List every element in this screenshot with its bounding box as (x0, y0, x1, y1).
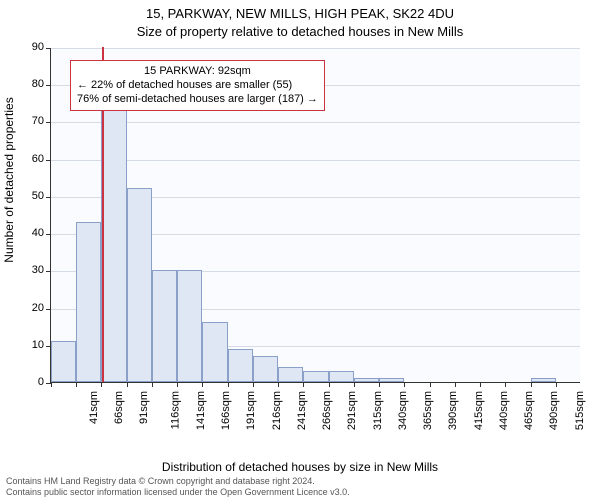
y-tick-label: 10 (14, 339, 44, 351)
x-tick (480, 382, 481, 387)
x-tick (152, 382, 153, 387)
property-callout: 15 PARKWAY: 92sqm← 22% of detached house… (70, 60, 325, 111)
x-tick-label: 141sqm (195, 391, 207, 430)
x-tick-label: 415sqm (473, 391, 485, 430)
bar (303, 371, 328, 382)
y-tick-label: 90 (14, 41, 44, 53)
x-tick (177, 382, 178, 387)
x-tick-label: 191sqm (246, 391, 258, 430)
x-tick-label: 465sqm (523, 391, 535, 430)
x-tick (127, 382, 128, 387)
y-tick-label: 0 (14, 376, 44, 388)
x-tick-label: 66sqm (113, 391, 125, 424)
bar (202, 322, 227, 382)
y-tick (46, 85, 51, 86)
y-tick-label: 50 (14, 190, 44, 202)
x-tick-label: 315sqm (372, 391, 384, 430)
chart-root: { "title_line1": "15, PARKWAY, NEW MILLS… (0, 0, 600, 500)
x-axis-label: Distribution of detached houses by size … (0, 460, 600, 474)
x-tick (556, 382, 557, 387)
callout-line: 15 PARKWAY: 92sqm (77, 65, 318, 79)
x-tick-label: 241sqm (296, 391, 308, 430)
callout-line: 76% of semi-detached houses are larger (… (77, 93, 318, 107)
x-tick (76, 382, 77, 387)
bar (278, 367, 303, 382)
bar (152, 270, 177, 382)
x-tick-label: 490sqm (548, 391, 560, 430)
bar (76, 222, 101, 382)
gridline (51, 122, 580, 123)
x-tick-label: 266sqm (321, 391, 333, 430)
x-tick (354, 382, 355, 387)
x-tick-label: 365sqm (422, 391, 434, 430)
bar (177, 270, 202, 382)
x-tick (101, 382, 102, 387)
x-tick (430, 382, 431, 387)
x-tick-label: 515sqm (574, 391, 586, 430)
x-tick-label: 116sqm (169, 391, 181, 429)
x-tick (404, 382, 405, 387)
x-tick-label: 390sqm (447, 391, 459, 430)
bar (228, 349, 253, 383)
y-tick-label: 20 (14, 302, 44, 314)
x-tick (379, 382, 380, 387)
chart-title-subtitle: Size of property relative to detached ho… (0, 24, 600, 39)
bar (101, 73, 126, 382)
y-tick (46, 160, 51, 161)
bar (379, 378, 404, 382)
x-tick-label: 41sqm (88, 391, 100, 424)
y-tick-label: 70 (14, 115, 44, 127)
y-tick (46, 309, 51, 310)
x-tick (455, 382, 456, 387)
x-tick (303, 382, 304, 387)
attribution-footer: Contains HM Land Registry data © Crown c… (6, 476, 350, 498)
y-tick (46, 234, 51, 235)
x-tick (51, 382, 52, 387)
x-tick-label: 91sqm (139, 391, 151, 424)
callout-line: ← 22% of detached houses are smaller (55… (77, 79, 318, 93)
y-tick-label: 80 (14, 78, 44, 90)
x-tick-label: 340sqm (397, 391, 409, 430)
x-tick-label: 166sqm (220, 391, 232, 430)
bar (329, 371, 354, 382)
gridline (51, 160, 580, 161)
x-tick-label: 440sqm (498, 391, 510, 430)
x-tick (228, 382, 229, 387)
x-tick (253, 382, 254, 387)
footer-line-1: Contains HM Land Registry data © Crown c… (6, 476, 350, 487)
y-tick (46, 48, 51, 49)
gridline (51, 48, 580, 49)
x-tick-label: 291sqm (347, 391, 359, 430)
x-tick-label: 216sqm (271, 391, 283, 430)
y-tick (46, 271, 51, 272)
y-tick (46, 197, 51, 198)
y-tick-label: 40 (14, 227, 44, 239)
x-tick (329, 382, 330, 387)
x-tick (505, 382, 506, 387)
bar (531, 378, 556, 382)
chart-title-address: 15, PARKWAY, NEW MILLS, HIGH PEAK, SK22 … (0, 6, 600, 21)
x-tick (278, 382, 279, 387)
bar (127, 188, 152, 382)
y-tick-label: 60 (14, 153, 44, 165)
x-tick (531, 382, 532, 387)
bar (354, 378, 379, 382)
bar (253, 356, 278, 382)
y-tick-label: 30 (14, 264, 44, 276)
y-tick (46, 122, 51, 123)
x-tick (202, 382, 203, 387)
footer-line-2: Contains public sector information licen… (6, 487, 350, 498)
bar (51, 341, 76, 382)
